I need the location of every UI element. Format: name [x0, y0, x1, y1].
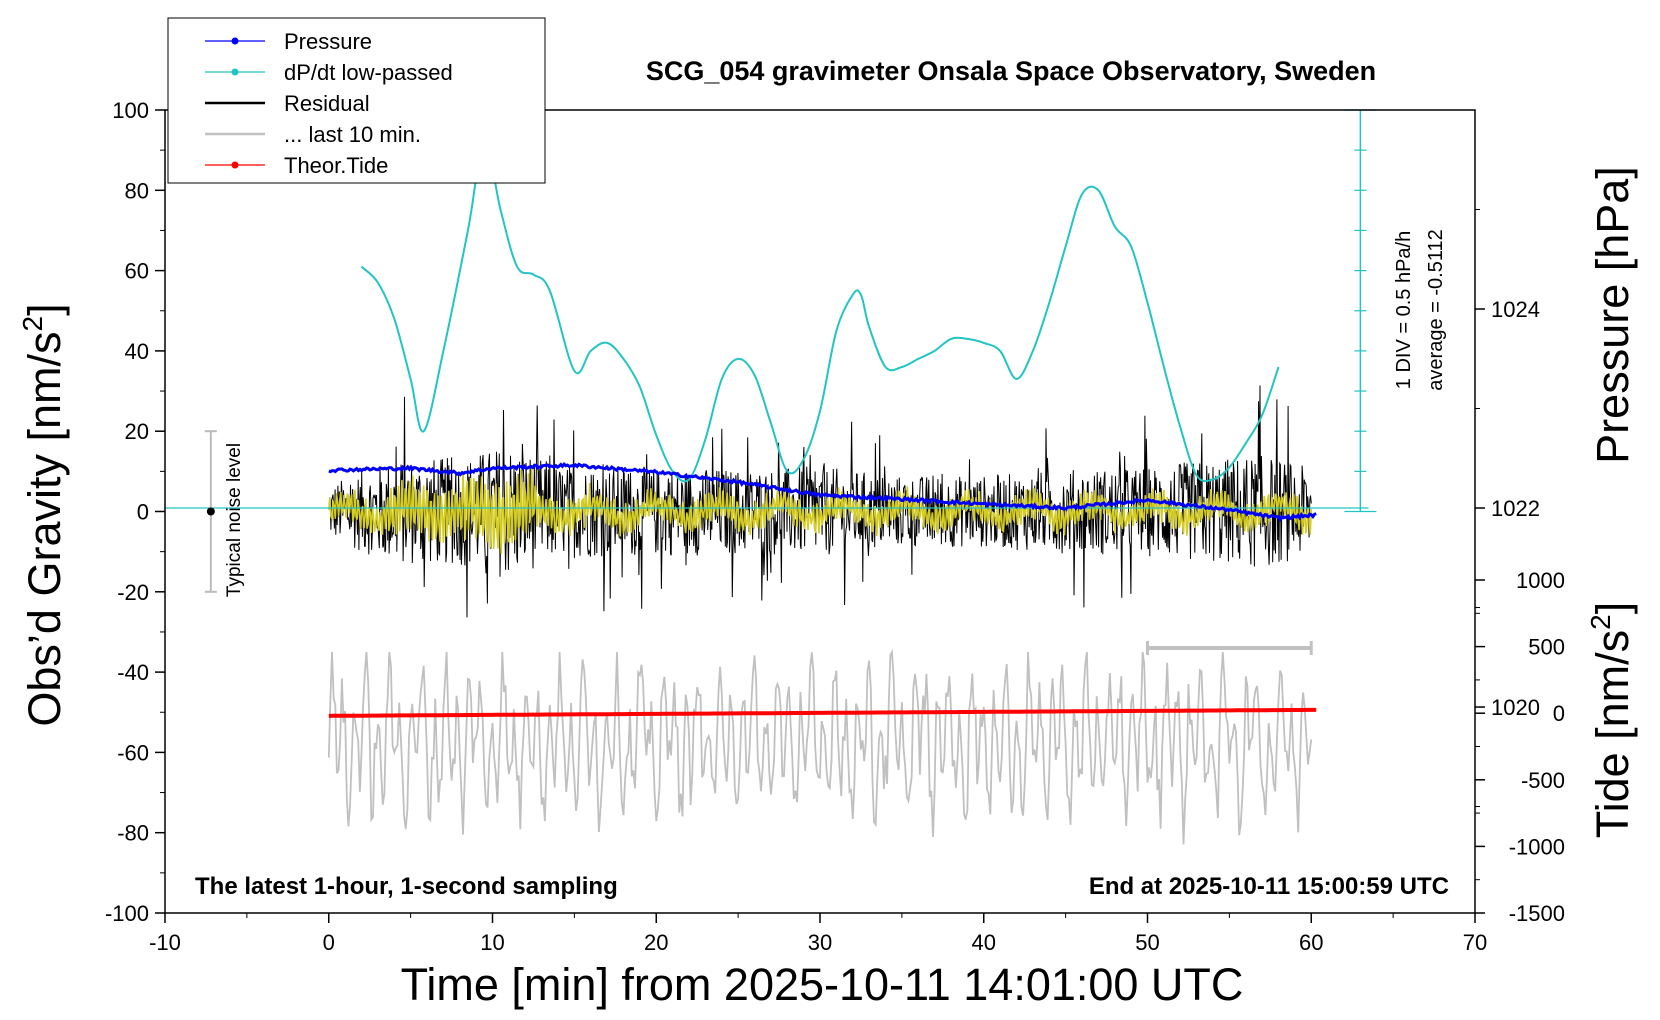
x-tick-label: 70 — [1463, 930, 1487, 955]
legend-label: Pressure — [284, 29, 372, 54]
y-left-label-sup: 2 — [17, 316, 48, 332]
y-tick-label: -60 — [117, 740, 149, 765]
tide-label-sup: 2 — [1585, 614, 1616, 630]
y-tick-label: -40 — [117, 660, 149, 685]
residual-series — [328, 385, 1312, 618]
bottom-right-text: End at 2025-10-11 15:00:59 UTC — [1089, 873, 1449, 900]
pressure-tick-label: 1022 — [1491, 496, 1540, 521]
legend-label: dP/dt low-passed — [284, 60, 453, 85]
theor-tide-series — [328, 707, 1317, 718]
y-left-axis-label: Obs’d Gravity [nm/s2] — [17, 303, 70, 726]
noise-level-bar — [204, 430, 217, 593]
legend-marker — [231, 37, 239, 45]
noise-bar-center-dot — [206, 507, 215, 516]
legend-label: Theor.Tide — [284, 153, 388, 178]
x-tick-label: 40 — [972, 930, 996, 955]
tide-tick-label: -500 — [1521, 768, 1565, 793]
x-tick-label: 20 — [644, 930, 668, 955]
y-tick-label: 60 — [125, 259, 149, 284]
tide-tick-label: -1500 — [1509, 901, 1565, 926]
pressure-axis-ticks: 1024 1022 1020 — [1475, 209, 1540, 808]
theor-tide-line — [328, 707, 1317, 718]
dpdt-div-label: 1 DIV = 0.5 hPa/h — [1393, 231, 1415, 389]
legend-marker — [231, 68, 239, 76]
pressure-line — [328, 462, 1317, 522]
y-tick-label: -20 — [117, 580, 149, 605]
y-tick-label: 80 — [125, 178, 149, 203]
noise-bar-label: Typical noise level — [224, 443, 245, 597]
x-axis-ticks: -10 0 10 20 30 40 50 60 70 — [149, 913, 1487, 955]
y-left-axis-ticks: 100 80 60 40 20 0 -20 -40 -60 -80 -100 — [105, 98, 165, 926]
y-tick-label: 100 — [112, 98, 149, 123]
last-10-min-bar — [1146, 641, 1313, 655]
x-tick-label: -10 — [149, 930, 181, 955]
tide-axis-ticks: 1000 500 0 -500 -1000 -1500 — [1475, 568, 1565, 926]
y-tick-label: -100 — [105, 901, 149, 926]
dpdt-line — [360, 141, 1280, 483]
dpdt-average-label: average = -0.5112 — [1425, 229, 1447, 390]
x-tick-label: 30 — [808, 930, 832, 955]
tide-axis-label: Tide [nm/s2] — [1585, 602, 1638, 838]
x-tick-label: 50 — [1135, 930, 1159, 955]
x-tick-label: 60 — [1299, 930, 1323, 955]
pressure-axis-label: Pressure [hPa] — [1587, 166, 1638, 464]
pressure-series — [328, 462, 1317, 522]
chart-title: SCG_054 gravimeter Onsala Space Observat… — [646, 56, 1376, 86]
bottom-left-text: The latest 1-hour, 1-second sampling — [195, 873, 618, 900]
tide-label-main: Tide [nm/s — [1587, 630, 1638, 838]
residual-lowpassed-series — [328, 467, 1313, 554]
y-tick-label: -80 — [117, 821, 149, 846]
last-10-min-line — [327, 649, 1313, 845]
x-tick-label: 0 — [323, 930, 335, 955]
tide-tick-label: 1000 — [1516, 568, 1565, 593]
x-tick-label: 10 — [480, 930, 504, 955]
legend-marker — [231, 161, 239, 169]
y-tick-label: 0 — [137, 500, 149, 525]
residual-line — [328, 385, 1312, 618]
tide-tick-label: 500 — [1528, 635, 1565, 660]
legend-label: ... last 10 min. — [284, 122, 421, 147]
legend-label: Residual — [284, 91, 370, 116]
dpdt-series — [165, 141, 1369, 509]
legend-box — [167, 17, 546, 184]
y-tick-label: 20 — [125, 419, 149, 444]
pressure-tick-label: 1024 — [1491, 297, 1540, 322]
tide-tick-label: 0 — [1553, 701, 1565, 726]
legend: Pressure dP/dt low-passed Residual ... last… — [167, 17, 546, 184]
tide-label-end: ] — [1587, 602, 1638, 615]
y-left-label-end: ] — [19, 303, 70, 316]
y-left-label-main: Obs’d Gravity [nm/s — [19, 332, 70, 727]
x-axis-label: Time [min] from 2025-10-11 14:01:00 UTC — [401, 959, 1244, 1010]
tide-tick-label: -1000 — [1509, 834, 1565, 859]
y-tick-label: 40 — [125, 339, 149, 364]
residual-lowpassed-line — [328, 467, 1313, 554]
pressure-tick-label: 1020 — [1491, 695, 1540, 720]
last-10-min-series — [327, 649, 1313, 845]
